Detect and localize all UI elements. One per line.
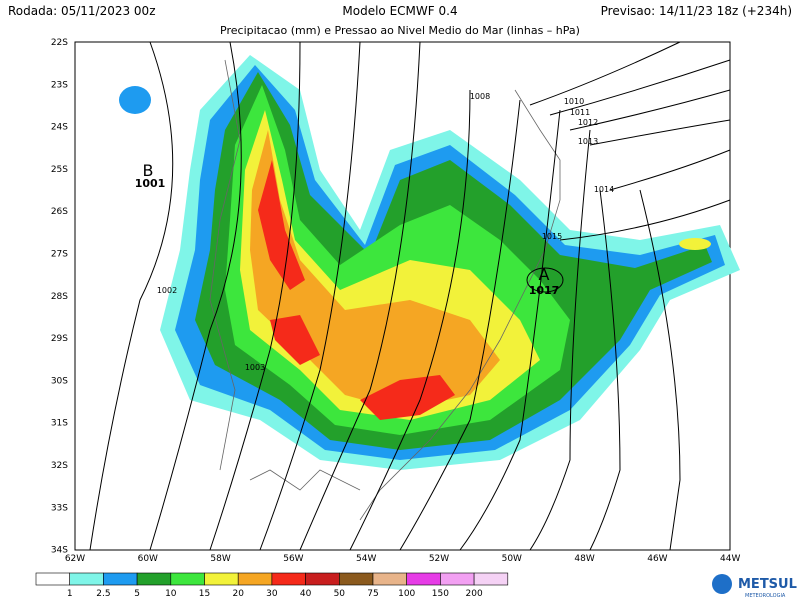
legend-label: 15 — [199, 589, 210, 599]
run-label: Rodada: 05/11/2023 00z — [8, 4, 156, 18]
lon-label: 60W — [138, 554, 158, 564]
legend-swatch — [204, 572, 239, 586]
isobar-label: 1011 — [570, 108, 590, 117]
lon-label: 52W — [429, 554, 449, 564]
legend-label: 50 — [334, 589, 346, 599]
lat-label: 23S — [51, 80, 68, 90]
legend-swatch — [473, 572, 509, 586]
logo-globe — [712, 574, 732, 594]
legend-swatch — [305, 572, 340, 586]
legend-swatch — [406, 572, 441, 586]
legend-label: 75 — [367, 589, 378, 599]
legend: 1 2.5 5 10 15 20 30 40 50 75 100 150 200 — [35, 572, 509, 599]
lat-label: 28S — [51, 292, 68, 302]
lon-label: 50W — [502, 554, 522, 564]
isobar-label: 1014 — [594, 185, 614, 194]
isobar-label: 1012 — [578, 118, 598, 127]
lat-labels: 22S 23S 24S 25S 26S 27S 28S 29S 30S 31S 32S 33S 34S — [51, 38, 68, 556]
pressure-center: B — [143, 161, 154, 180]
lon-label: 58W — [210, 554, 230, 564]
lat-label: 24S — [51, 123, 68, 133]
isobar-label: 1008 — [470, 92, 490, 101]
legend-label: 150 — [432, 589, 449, 599]
lon-label: 48W — [574, 554, 594, 564]
legend-swatch — [338, 572, 374, 586]
legend-swatch — [440, 572, 475, 586]
lon-label: 46W — [647, 554, 667, 564]
lat-label: 34S — [51, 546, 68, 556]
legend-label: 40 — [300, 589, 312, 599]
precip-cell — [119, 86, 151, 114]
lat-label: 31S — [51, 419, 68, 429]
lat-label: 29S — [51, 334, 68, 344]
lat-label: 22S — [51, 38, 68, 48]
lat-label: 27S — [51, 250, 68, 260]
lon-labels: 62W 60W 58W 56W 54W 52W 50W 48W 46W 44W — [65, 554, 741, 564]
legend-swatch — [271, 572, 306, 586]
legend-swatch — [103, 572, 138, 586]
legend-swatch — [35, 572, 71, 586]
isobar-label: 1002 — [157, 286, 177, 295]
isobar-label: 1003 — [245, 363, 265, 372]
legend-label: 200 — [466, 589, 483, 599]
legend-label: 2.5 — [96, 589, 110, 599]
lat-label: 26S — [51, 207, 68, 217]
legend-swatch — [136, 572, 172, 586]
precip-40 — [258, 160, 455, 420]
legend-label: 30 — [266, 589, 278, 599]
lat-label: 32S — [51, 461, 68, 471]
lat-label: 33S — [51, 503, 68, 513]
legend-swatch — [372, 572, 408, 586]
legend-label: 10 — [165, 589, 177, 599]
logo-tagline: METEOROLOGIA — [745, 593, 786, 599]
lat-label: 25S — [51, 165, 68, 175]
lon-label: 56W — [283, 554, 303, 564]
isobars — [89, 41, 731, 551]
legend-label: 1 — [67, 589, 73, 599]
legend-label: 5 — [134, 589, 140, 599]
lon-label: 44W — [720, 554, 740, 564]
legend-swatch — [69, 572, 104, 586]
model-label: Modelo ECMWF 0.4 — [342, 4, 457, 18]
pressure-center: A — [539, 265, 550, 284]
isobar-label: 1001 — [135, 177, 166, 190]
legend-label: 20 — [232, 589, 244, 599]
lon-label: 54W — [356, 554, 376, 564]
isobar-label: 1017 — [529, 284, 560, 297]
isobar-label: 1013 — [578, 137, 598, 146]
isobar-label: 1015 — [542, 232, 562, 241]
forecast-label: Previsao: 14/11/23 18z (+234h) — [601, 4, 792, 18]
precip-ocean-cell — [679, 238, 711, 250]
subtitle: Precipitacao (mm) e Pressao ao Nivel Med… — [220, 24, 580, 37]
legend-swatch — [170, 572, 205, 586]
lat-label: 30S — [51, 376, 68, 386]
legend-swatch — [237, 572, 273, 586]
lon-label: 62W — [65, 554, 85, 564]
coastline — [209, 59, 561, 521]
legend-label: 100 — [398, 589, 415, 599]
isobar-label: 1010 — [564, 97, 584, 106]
logo-name: METSUL — [738, 577, 797, 592]
